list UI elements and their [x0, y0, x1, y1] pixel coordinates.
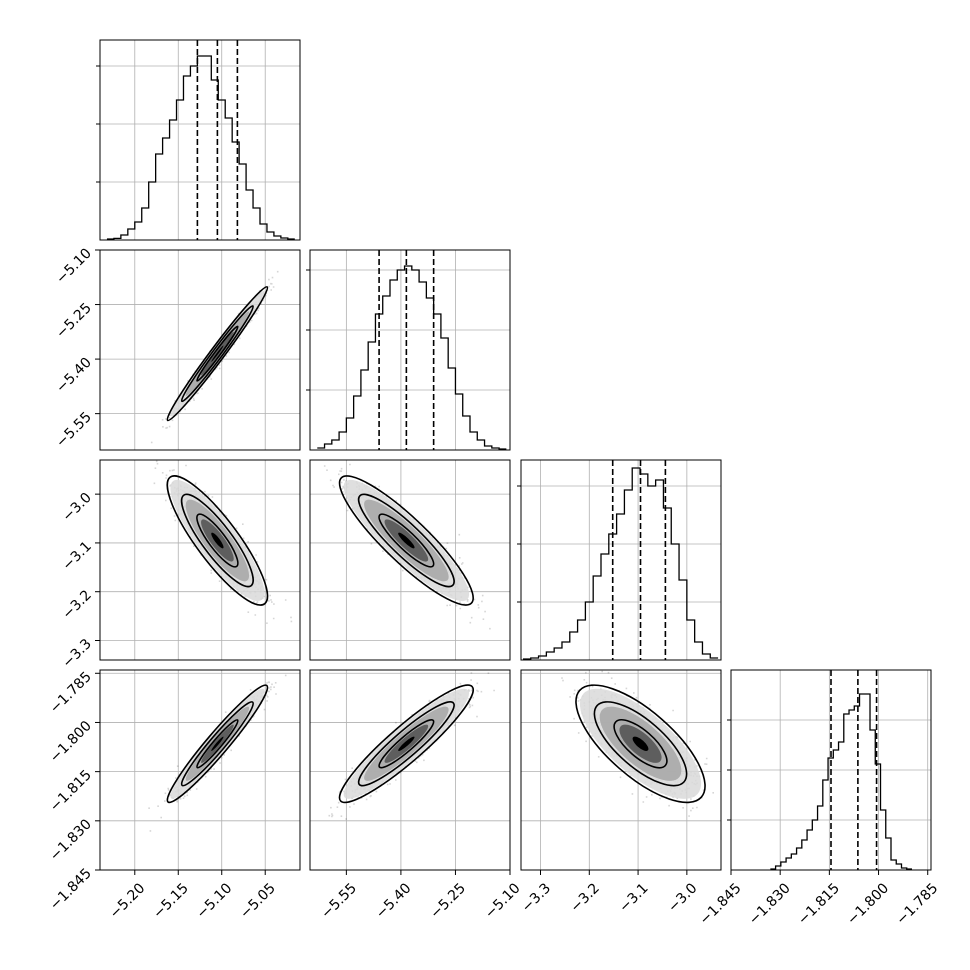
hist-panel-1	[306, 249, 511, 451]
panel-frame	[309, 249, 511, 451]
panel-frame	[520, 669, 722, 871]
density-core	[398, 532, 415, 549]
x-tick-label: −3.0	[665, 880, 700, 915]
contour-inner	[196, 719, 239, 769]
x-tick-label: −3.1	[616, 880, 651, 915]
contour-mid	[180, 305, 254, 403]
y-tick-label: −5.10	[53, 246, 95, 288]
y-tick-label: −1.830	[47, 816, 95, 864]
joint-panel-3-0	[99, 669, 301, 871]
joint-content	[100, 670, 300, 870]
histogram-step	[522, 467, 719, 660]
density-core	[211, 345, 224, 362]
contour-inner	[196, 325, 239, 382]
contour-inner	[613, 719, 668, 769]
panel-frame	[99, 39, 301, 241]
panel-bg	[100, 40, 300, 240]
joint-content	[310, 670, 510, 870]
x-tick-label: −3.2	[568, 880, 603, 915]
x-tick-label: −1.830	[746, 880, 794, 928]
joint-panel-3-1	[309, 669, 511, 871]
density-core	[632, 736, 649, 751]
panel-bg	[100, 250, 300, 450]
y-tick-label: −5.40	[53, 355, 95, 397]
x-tick-label: −1.845	[697, 880, 745, 928]
x-tick-label: −1.785	[893, 880, 941, 928]
contour-outer	[338, 684, 474, 804]
contour-outer	[166, 286, 269, 422]
histogram-step	[317, 265, 507, 450]
hist-panel-2	[517, 459, 722, 661]
contour-inner	[378, 719, 435, 769]
contour-outer	[338, 475, 474, 606]
hist-panel-3	[727, 669, 932, 871]
panel-frame	[99, 249, 301, 451]
joint-panel-3-2	[520, 669, 722, 871]
y-tick-label: −1.845	[47, 866, 95, 914]
joint-panel-2-0	[99, 459, 301, 661]
x-tick-label: −5.25	[427, 880, 469, 922]
contour-mid	[593, 701, 688, 787]
y-tick-label: −3.0	[59, 490, 94, 525]
panel-frame	[309, 459, 511, 661]
joint-content	[100, 250, 300, 450]
contour-outer	[166, 684, 269, 804]
joint-content	[521, 670, 721, 870]
y-tick-label: −1.800	[47, 718, 95, 766]
contour-inner	[378, 513, 435, 568]
contour-mid	[357, 701, 455, 787]
contour-outer	[166, 475, 269, 606]
density-core	[211, 532, 224, 549]
y-tick-label: −3.1	[59, 538, 94, 573]
panel-bg	[521, 460, 721, 660]
contour-mid	[180, 701, 254, 787]
y-tick-label: −3.2	[59, 587, 94, 622]
joint-content	[310, 460, 510, 660]
y-tick-label: −5.25	[53, 300, 95, 342]
y-tick-label: −1.785	[47, 669, 95, 717]
x-tick-label: −5.55	[318, 880, 360, 922]
contour-inner	[196, 513, 239, 568]
y-tick-label: −5.55	[53, 409, 95, 451]
x-tick-label: −1.815	[795, 880, 843, 928]
joint-panel-2-1	[309, 459, 511, 661]
contour-mid	[357, 493, 455, 588]
density-core	[211, 736, 224, 751]
x-tick-label: −5.10	[482, 880, 524, 922]
contour-mid	[180, 493, 254, 588]
panel-frame	[730, 669, 932, 871]
x-tick-label: −1.800	[844, 880, 892, 928]
histogram-step	[770, 693, 912, 870]
panel-bg	[310, 250, 510, 450]
histogram-step	[106, 55, 295, 240]
panel-bg	[310, 670, 510, 870]
y-tick-label: −3.3	[59, 636, 94, 671]
joint-content	[100, 460, 300, 660]
density-core	[398, 736, 415, 751]
hist-panel-0	[96, 39, 301, 241]
y-tick-label: −1.815	[47, 767, 95, 815]
joint-panel-1-0	[99, 249, 301, 451]
x-tick-label: −5.10	[194, 880, 236, 922]
panel-frame	[99, 459, 301, 661]
x-tick-label: −5.20	[107, 880, 149, 922]
x-tick-label: −5.15	[150, 880, 192, 922]
panel-frame	[309, 669, 511, 871]
panel-frame	[99, 669, 301, 871]
x-tick-label: −3.3	[519, 880, 554, 915]
x-tick-label: −5.05	[237, 880, 279, 922]
panel-frame	[520, 459, 722, 661]
x-tick-label: −5.40	[373, 880, 415, 922]
contour-outer	[575, 684, 706, 804]
